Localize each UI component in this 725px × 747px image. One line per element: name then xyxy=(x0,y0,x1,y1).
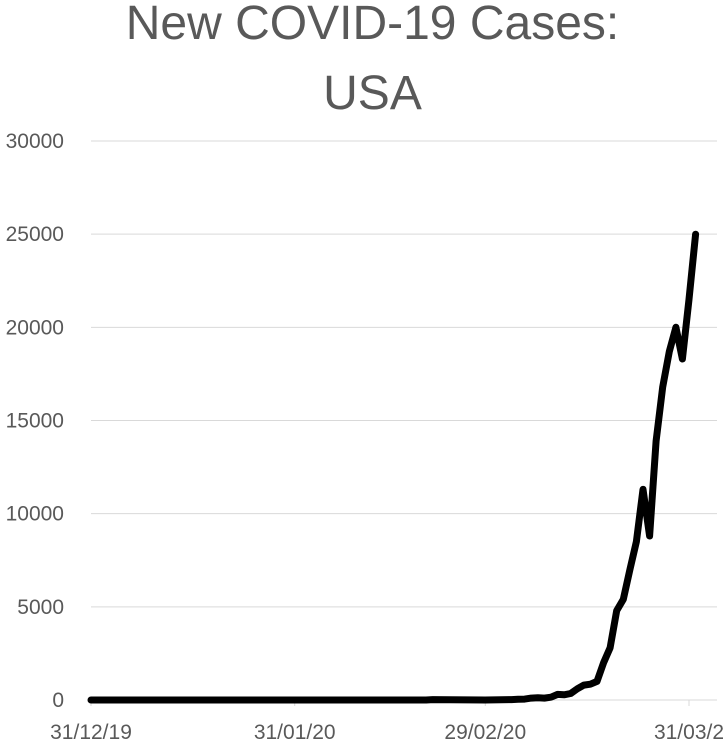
y-tick-label: 30000 xyxy=(6,130,64,153)
x-tick-label: 29/02/20 xyxy=(444,721,526,744)
chart-title-line-2: USA xyxy=(323,67,422,120)
y-tick-label: 25000 xyxy=(6,223,64,246)
y-tick-label: 20000 xyxy=(6,316,64,339)
x-tick-label: 31/03/2 xyxy=(654,721,724,744)
y-tick-label: 0 xyxy=(52,689,64,712)
series-line xyxy=(87,230,700,704)
series-layer xyxy=(87,230,700,704)
x-tick-label: 31/12/19 xyxy=(50,721,132,744)
y-axis-tick-labels: 0 5000 10000 15000 20000 25000 30000 xyxy=(6,130,64,712)
y-tick-label: 5000 xyxy=(17,596,64,619)
y-tick-label: 15000 xyxy=(6,410,64,433)
x-axis-tick-labels: 31/12/19 31/01/20 29/02/20 31/03/2 xyxy=(50,721,724,744)
chart-title-line-1: New COVID-19 Cases: xyxy=(125,0,620,50)
x-tick-label: 31/01/20 xyxy=(254,721,336,744)
gridlines xyxy=(90,140,717,706)
y-tick-label: 10000 xyxy=(6,503,64,526)
